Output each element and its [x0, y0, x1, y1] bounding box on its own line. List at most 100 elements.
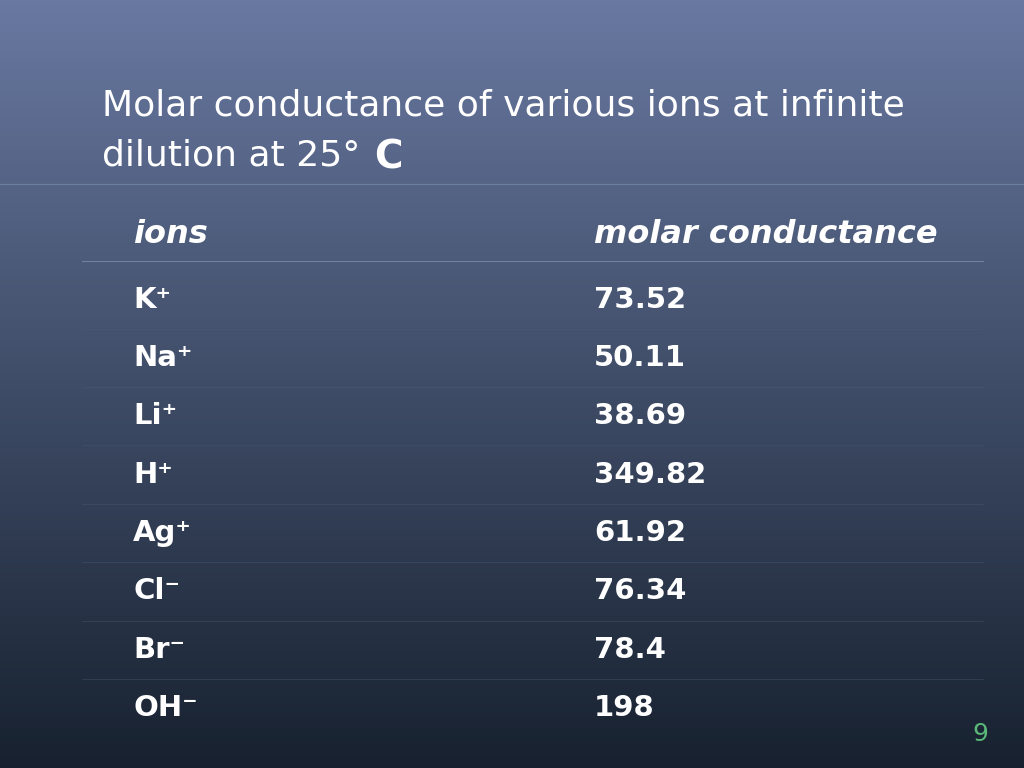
Bar [0, 61, 1024, 64]
Bar [0, 588, 1024, 590]
Bar [0, 438, 1024, 439]
Bar [0, 700, 1024, 703]
Bar [0, 13, 1024, 15]
Bar [0, 608, 1024, 611]
Bar [0, 751, 1024, 753]
Bar [0, 378, 1024, 380]
Bar [0, 286, 1024, 288]
Bar [0, 160, 1024, 161]
Bar [0, 645, 1024, 647]
Bar [0, 480, 1024, 482]
Bar [0, 297, 1024, 300]
Bar [0, 9, 1024, 12]
Bar [0, 94, 1024, 96]
Bar [0, 754, 1024, 756]
Bar [0, 595, 1024, 598]
Bar [0, 196, 1024, 198]
Bar [0, 0, 1024, 2]
Bar [0, 419, 1024, 421]
Bar [0, 746, 1024, 749]
Bar [0, 660, 1024, 662]
Text: ions: ions [133, 219, 208, 250]
Text: C: C [374, 138, 402, 176]
Bar [0, 169, 1024, 171]
Bar [0, 255, 1024, 257]
Bar [0, 292, 1024, 294]
Bar [0, 593, 1024, 595]
Bar [0, 415, 1024, 416]
Bar [0, 580, 1024, 582]
Bar [0, 490, 1024, 492]
Bar [0, 100, 1024, 102]
Bar [0, 157, 1024, 160]
Bar [0, 253, 1024, 255]
Bar [0, 173, 1024, 175]
Bar [0, 693, 1024, 695]
Bar [0, 109, 1024, 111]
Bar [0, 447, 1024, 449]
Bar [0, 760, 1024, 762]
Bar [0, 710, 1024, 713]
Bar [0, 503, 1024, 505]
Bar [0, 690, 1024, 691]
Bar [0, 38, 1024, 40]
Bar [0, 330, 1024, 332]
Bar [0, 319, 1024, 321]
Text: 76.34: 76.34 [594, 578, 686, 605]
Bar [0, 439, 1024, 442]
Bar [0, 369, 1024, 370]
Bar [0, 764, 1024, 766]
Bar [0, 662, 1024, 664]
Bar [0, 167, 1024, 169]
Bar [0, 647, 1024, 649]
Text: dilution at 25°: dilution at 25° [102, 138, 360, 172]
Bar [0, 365, 1024, 367]
Bar [0, 104, 1024, 105]
Text: 78.4: 78.4 [594, 636, 666, 664]
Bar [0, 390, 1024, 392]
Bar [0, 359, 1024, 361]
Bar [0, 449, 1024, 452]
Bar [0, 88, 1024, 91]
Bar [0, 511, 1024, 513]
Text: H⁺: H⁺ [133, 461, 173, 488]
Bar [0, 111, 1024, 113]
Bar [0, 128, 1024, 131]
Bar [0, 424, 1024, 426]
Bar [0, 48, 1024, 50]
Bar [0, 305, 1024, 307]
Bar [0, 476, 1024, 478]
Text: 50.11: 50.11 [594, 344, 686, 372]
Bar [0, 84, 1024, 87]
Bar [0, 584, 1024, 585]
Bar [0, 486, 1024, 488]
Bar [0, 329, 1024, 330]
Bar [0, 396, 1024, 398]
Bar [0, 442, 1024, 444]
Bar [0, 96, 1024, 98]
Bar [0, 69, 1024, 71]
Bar [0, 200, 1024, 201]
Text: 198: 198 [594, 694, 654, 722]
Bar [0, 568, 1024, 570]
Bar [0, 92, 1024, 94]
Bar [0, 728, 1024, 730]
Bar [0, 137, 1024, 138]
Bar [0, 332, 1024, 334]
Text: K⁺: K⁺ [133, 286, 171, 313]
Bar [0, 737, 1024, 739]
Bar [0, 539, 1024, 541]
Bar [0, 614, 1024, 616]
Bar [0, 27, 1024, 28]
Bar [0, 352, 1024, 353]
Bar [0, 321, 1024, 323]
Bar [0, 422, 1024, 424]
Bar [0, 649, 1024, 651]
Bar [0, 146, 1024, 148]
Bar [0, 723, 1024, 726]
Bar [0, 455, 1024, 457]
Bar [0, 233, 1024, 234]
Bar [0, 73, 1024, 75]
Bar [0, 105, 1024, 108]
Bar [0, 426, 1024, 429]
